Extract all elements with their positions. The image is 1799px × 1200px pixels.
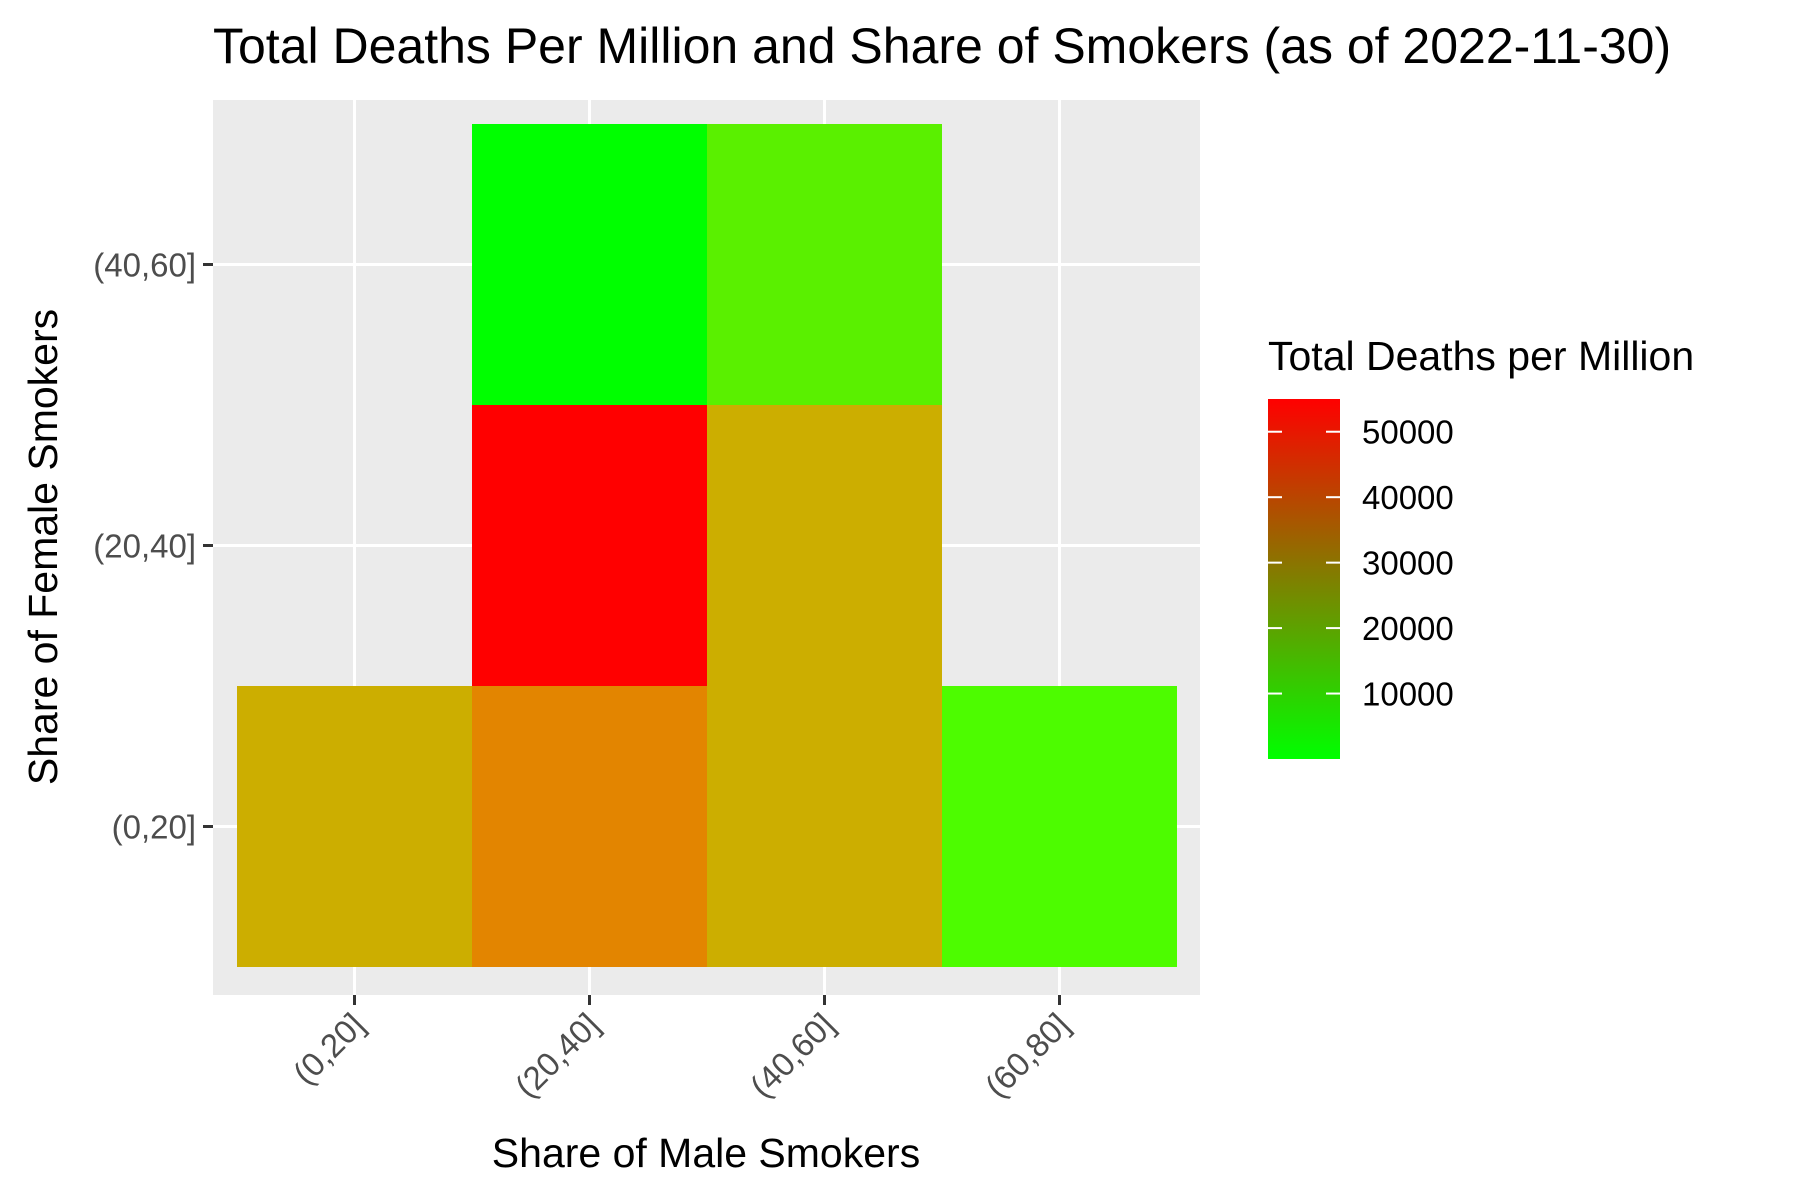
legend: Total Deaths per Million 10000 20000 30000… [1268, 333, 1694, 759]
y-axis-title: Share of Female Smokers [20, 309, 66, 785]
legend-label: 50000 [1362, 414, 1454, 451]
heatmap-cell [707, 124, 942, 405]
legend-label: 20000 [1362, 610, 1454, 647]
x-tick-label: (0,20] [286, 1006, 372, 1092]
legend-label: 40000 [1362, 479, 1454, 516]
heatmap-cell [707, 405, 942, 686]
legend-label: 30000 [1362, 545, 1454, 582]
heatmap-cell [472, 405, 707, 686]
legend-label: 10000 [1362, 676, 1454, 713]
legend-colorbar [1268, 399, 1340, 759]
heatmap-cell [942, 686, 1177, 967]
y-axis: (0,20] (20,40] (40,60] [93, 247, 213, 846]
legend-title: Total Deaths per Million [1268, 333, 1694, 379]
chart-title: Total Deaths Per Million and Share of Sm… [213, 18, 1671, 74]
heatmap-cell [472, 124, 707, 405]
x-axis: (0,20] (20,40] (40,60] (60,80] [286, 995, 1077, 1105]
heatmap-cell [472, 686, 707, 967]
heatmap-cell [707, 686, 942, 967]
legend-ticks: 10000 20000 30000 40000 50000 [1268, 414, 1454, 713]
y-tick-label: (0,20] [112, 809, 196, 846]
heatmap-cells [237, 124, 1177, 967]
x-tick-label: (60,80] [978, 1006, 1077, 1105]
y-tick-label: (20,40] [93, 528, 196, 565]
y-tick-label: (40,60] [93, 247, 196, 284]
x-tick-label: (40,60] [743, 1006, 842, 1105]
heatmap-cell [237, 686, 472, 967]
x-axis-title: Share of Male Smokers [492, 1130, 920, 1176]
x-tick-label: (20,40] [508, 1006, 607, 1105]
